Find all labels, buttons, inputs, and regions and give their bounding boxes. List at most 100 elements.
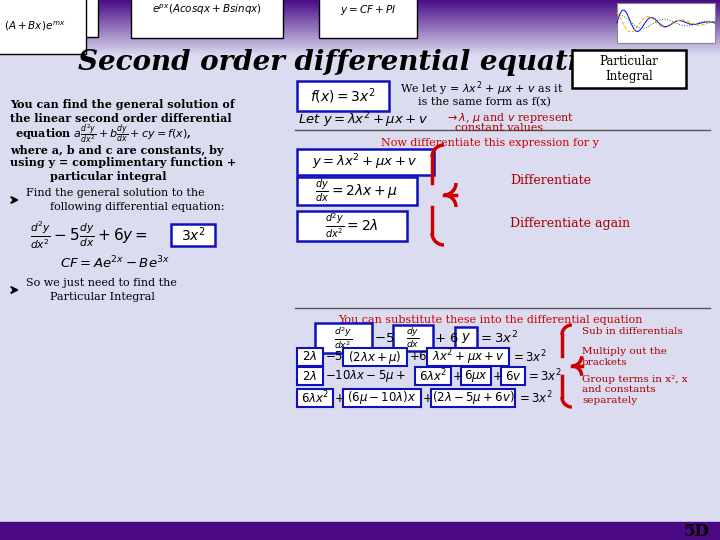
- Bar: [0, 52, 720, 53]
- Bar: [617, 3, 715, 43]
- Text: $-10\lambda x - 5\mu +$: $-10\lambda x - 5\mu +$: [325, 368, 406, 384]
- Text: $2\lambda$: $2\lambda$: [302, 369, 318, 382]
- Bar: [0, 39, 720, 40]
- Bar: [0, 19, 720, 20]
- Text: Sub in differentials: Sub in differentials: [582, 327, 683, 336]
- Text: $(2\lambda-5\mu+6v)$: $(2\lambda-5\mu+6v)$: [431, 389, 514, 407]
- Bar: [0, 34, 720, 35]
- Text: $y = CF + PI$: $y = CF + PI$: [340, 3, 396, 17]
- Text: $\frac{dy}{dx}$: $\frac{dy}{dx}$: [406, 326, 420, 350]
- FancyBboxPatch shape: [431, 389, 515, 407]
- Text: Differentiate: Differentiate: [510, 173, 591, 186]
- Text: $y = \lambda x^2 + \mu x + v$: $y = \lambda x^2 + \mu x + v$: [312, 152, 418, 172]
- Bar: [0, 46, 720, 47]
- FancyBboxPatch shape: [501, 367, 525, 385]
- Text: $+$: $+$: [334, 392, 345, 404]
- FancyBboxPatch shape: [297, 177, 417, 205]
- Bar: [0, 2, 720, 3]
- Bar: [0, 0, 720, 1]
- Text: $+$: $+$: [422, 392, 433, 404]
- FancyBboxPatch shape: [427, 348, 509, 366]
- FancyBboxPatch shape: [343, 389, 421, 407]
- Bar: [0, 32, 720, 33]
- Text: You can find the general solution of: You can find the general solution of: [10, 99, 235, 111]
- Bar: [0, 17, 720, 18]
- FancyBboxPatch shape: [297, 211, 407, 241]
- Text: $(2\lambda x+\mu)$: $(2\lambda x+\mu)$: [348, 348, 402, 366]
- FancyBboxPatch shape: [415, 367, 451, 385]
- Bar: [0, 14, 720, 15]
- FancyBboxPatch shape: [461, 367, 491, 385]
- Text: where a, b and c are constants, by: where a, b and c are constants, by: [10, 145, 223, 156]
- Bar: [0, 55, 720, 56]
- FancyBboxPatch shape: [455, 327, 477, 349]
- Text: $\frac{d^2y}{dx^2} = 2\lambda$: $\frac{d^2y}{dx^2} = 2\lambda$: [325, 212, 379, 240]
- Bar: [0, 25, 720, 26]
- Bar: [0, 9, 720, 10]
- Bar: [0, 3, 720, 4]
- Text: equation $a\frac{d^2y}{dx^2}+b\frac{dy}{dx}+cy=f(x)$,: equation $a\frac{d^2y}{dx^2}+b\frac{dy}{…: [15, 123, 192, 145]
- Bar: [0, 36, 720, 37]
- Text: $-5$: $-5$: [325, 350, 343, 363]
- Bar: [0, 45, 720, 46]
- Text: Group terms in x², x
and constants
separately: Group terms in x², x and constants separ…: [582, 375, 688, 405]
- FancyBboxPatch shape: [343, 348, 407, 366]
- Text: is the same form as f(x): is the same form as f(x): [418, 97, 551, 107]
- Bar: [0, 11, 720, 12]
- Bar: [0, 41, 720, 42]
- Text: $f(x) = 3x^2$: $f(x) = 3x^2$: [310, 86, 376, 106]
- Text: constant values: constant values: [455, 123, 543, 133]
- Bar: [0, 30, 720, 31]
- FancyBboxPatch shape: [297, 367, 323, 385]
- Text: particular integral: particular integral: [50, 171, 166, 181]
- Text: $\frac{d^2y}{dx^2}-5\frac{dy}{dx}+6y=$: $\frac{d^2y}{dx^2}-5\frac{dy}{dx}+6y=$: [30, 219, 148, 251]
- Bar: [0, 50, 720, 51]
- FancyBboxPatch shape: [297, 149, 434, 175]
- FancyBboxPatch shape: [297, 389, 333, 407]
- Text: using y = complimentary function +: using y = complimentary function +: [10, 158, 236, 168]
- Text: $\rightarrow\lambda$, $\mu$ and $v$ represent: $\rightarrow\lambda$, $\mu$ and $v$ repr…: [445, 111, 575, 125]
- Text: $+$: $+$: [492, 369, 503, 382]
- Text: $6\lambda x^2$: $6\lambda x^2$: [301, 390, 329, 406]
- Text: $(6\mu-10\lambda)x$: $(6\mu-10\lambda)x$: [347, 389, 417, 407]
- Text: the linear second order differential: the linear second order differential: [10, 112, 232, 124]
- Bar: [0, 15, 720, 16]
- Text: Find the general solution to the: Find the general solution to the: [26, 188, 204, 198]
- FancyBboxPatch shape: [572, 50, 686, 88]
- Bar: [0, 40, 720, 41]
- Text: $+$: $+$: [452, 369, 463, 382]
- Bar: [0, 43, 720, 44]
- Text: We let y = $\lambda x^2$ + $\mu x$ + $v$ as it: We let y = $\lambda x^2$ + $\mu x$ + $v$…: [400, 80, 564, 98]
- Text: $6v$: $6v$: [505, 369, 521, 382]
- Text: $2\lambda$: $2\lambda$: [302, 350, 318, 363]
- Bar: [0, 8, 720, 9]
- Bar: [0, 16, 720, 17]
- Text: $y$: $y$: [461, 331, 471, 345]
- Bar: [0, 22, 720, 23]
- Bar: [0, 12, 720, 13]
- Text: $+6$: $+6$: [409, 350, 428, 363]
- Text: $e^{px}(Acosqx + Bsinqx)$: $e^{px}(Acosqx + Bsinqx)$: [152, 3, 262, 17]
- Text: $6\mu x$: $6\mu x$: [464, 368, 488, 384]
- FancyBboxPatch shape: [393, 325, 433, 351]
- Text: Second order differential equations: Second order differential equations: [78, 49, 632, 76]
- Text: $6\lambda x^2$: $6\lambda x^2$: [419, 368, 447, 384]
- Text: $\it{Let}\ y = \lambda x^2 + \mu x + v$: $\it{Let}\ y = \lambda x^2 + \mu x + v$: [298, 110, 428, 130]
- Text: $Ae^{m_1x} + Be^{m_2x}$: $Ae^{m_1x} + Be^{m_2x}$: [4, 4, 77, 16]
- Text: $\frac{dy}{dx} = 2\lambda x + \mu$: $\frac{dy}{dx} = 2\lambda x + \mu$: [315, 178, 399, 204]
- Bar: [0, 10, 720, 11]
- Text: $=3x^2$: $=3x^2$: [478, 330, 518, 346]
- Bar: [0, 18, 720, 19]
- Text: $= 3x^2$: $= 3x^2$: [526, 368, 562, 384]
- Bar: [0, 29, 720, 30]
- Bar: [0, 7, 720, 8]
- Bar: [0, 31, 720, 32]
- Bar: [0, 24, 720, 25]
- Text: Now differentiate this expression for y: Now differentiate this expression for y: [381, 138, 599, 148]
- Bar: [0, 26, 720, 27]
- Bar: [0, 28, 720, 29]
- Bar: [0, 38, 720, 39]
- Bar: [0, 35, 720, 36]
- Bar: [0, 53, 720, 54]
- Text: $+\ 6$: $+\ 6$: [434, 332, 459, 345]
